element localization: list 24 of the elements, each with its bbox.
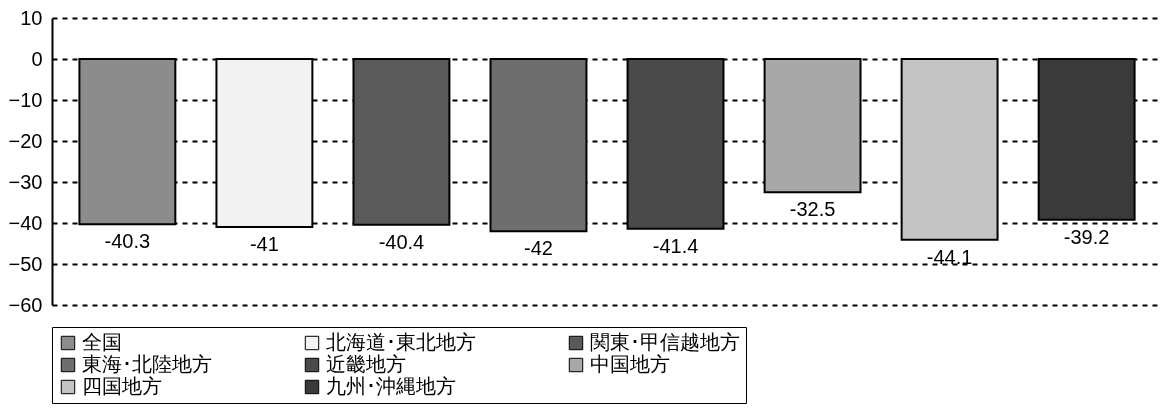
data-label: -40.3: [104, 230, 151, 253]
legend-label: 北海道･東北地方: [326, 330, 476, 354]
y-tick-label: −10: [8, 88, 43, 111]
y-tick-label: −50: [8, 252, 43, 275]
legend-label: 関東･甲信越地方: [590, 330, 740, 354]
y-tick-label: −40: [8, 211, 43, 234]
legend-label: 四国地方: [82, 374, 162, 398]
y-tick-label: 0: [31, 47, 43, 70]
legend-label: 東海･北陸地方: [82, 352, 212, 376]
legend-label: 全国: [82, 330, 122, 354]
data-label: -39.2: [1063, 225, 1110, 248]
legend-label: 九州･沖縄地方: [326, 374, 456, 398]
data-label: -32.5: [789, 198, 836, 221]
legend-label: 中国地方: [590, 352, 670, 376]
legend-label: 近畿地方: [326, 352, 406, 376]
y-tick-label: −60: [8, 293, 43, 316]
data-label: -41: [249, 233, 279, 256]
y-tick-label: −20: [8, 129, 43, 152]
data-label: -41.4: [652, 234, 699, 257]
data-label: -44.1: [926, 245, 973, 268]
y-tick-label: −30: [8, 170, 43, 193]
y-tick-label: 10: [20, 6, 43, 29]
data-label: -42: [524, 237, 553, 260]
data-label: -40.4: [378, 230, 425, 253]
